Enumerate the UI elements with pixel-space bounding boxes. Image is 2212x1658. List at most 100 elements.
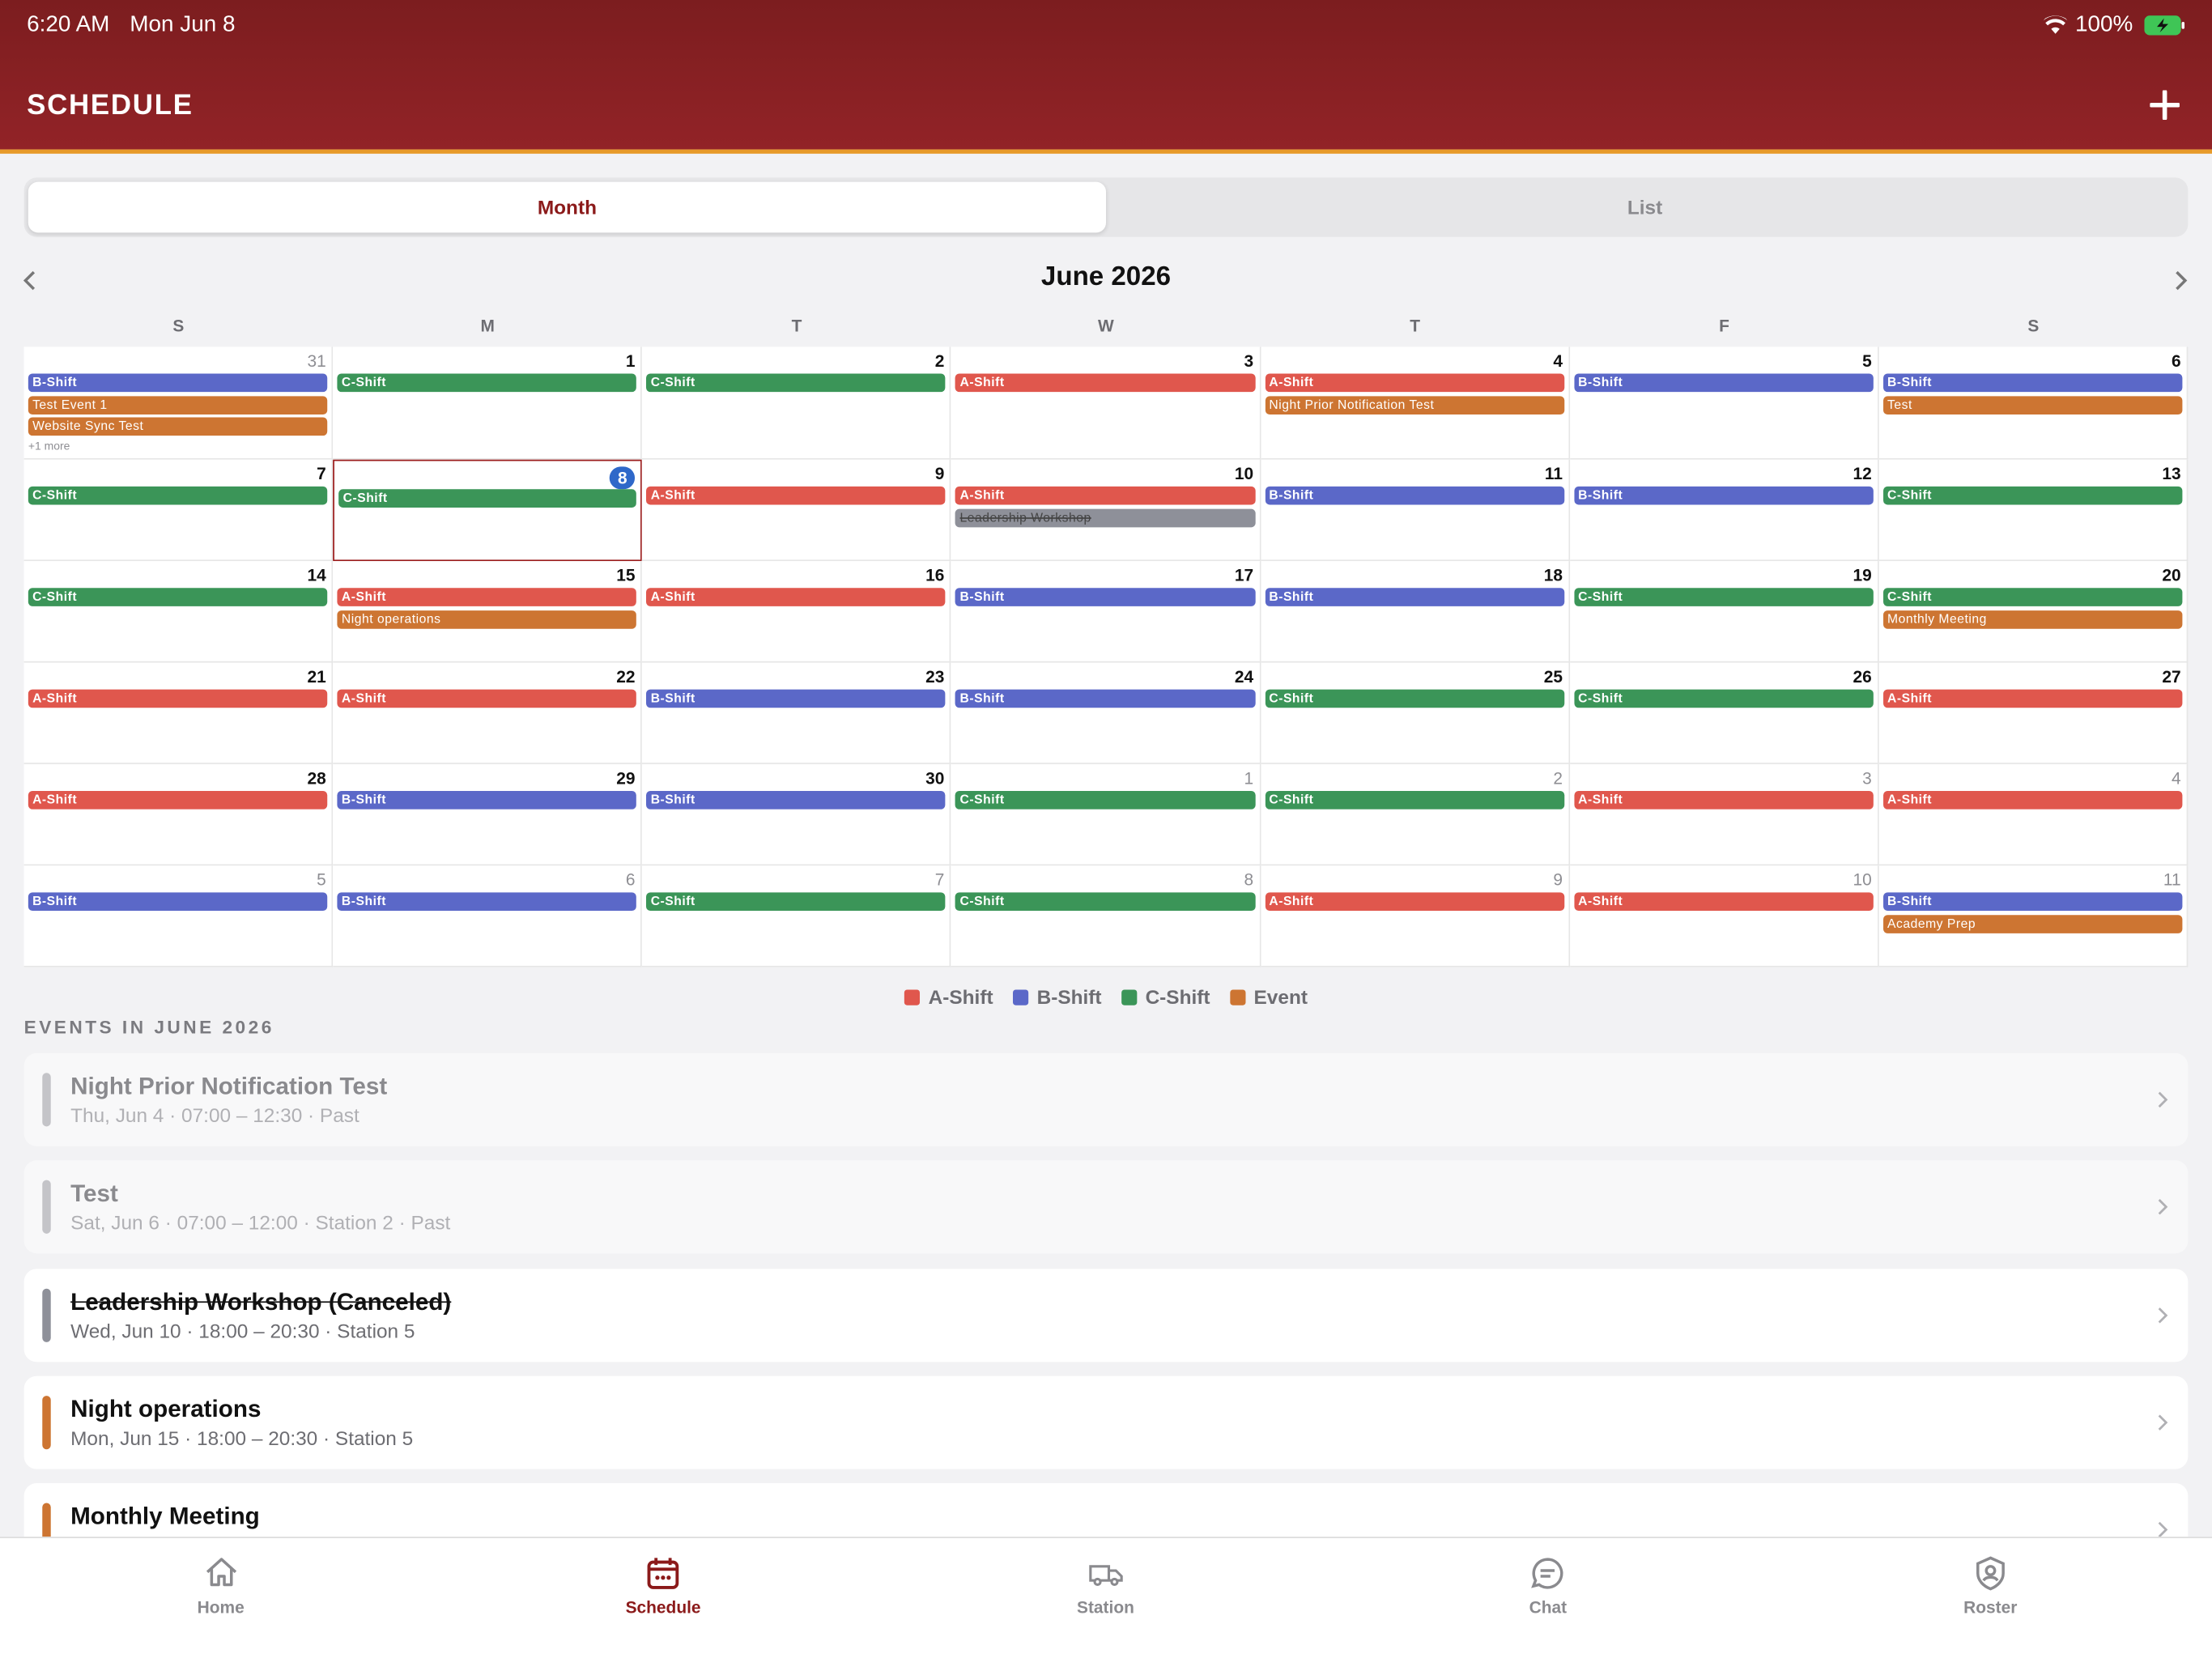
day-cell[interactable]: 16 A-Shift [642, 561, 952, 663]
calendar-event[interactable]: Night operations [337, 610, 637, 628]
day-cell[interactable]: 9 A-Shift [1260, 865, 1570, 967]
calendar-event[interactable]: B-Shift [955, 689, 1255, 708]
event-card[interactable]: Leadership Workshop (Canceled) Wed, Jun 1… [23, 1268, 2189, 1362]
day-cell[interactable]: 20 C-Shift Monthly Meeting [1878, 561, 2189, 663]
day-cell[interactable]: 9 A-Shift [642, 459, 952, 562]
calendar-event[interactable]: A-Shift [646, 588, 946, 606]
day-cell[interactable]: 24 B-Shift [951, 662, 1261, 764]
day-cell[interactable]: 19 C-Shift [1569, 561, 1879, 663]
calendar-event[interactable]: B-Shift [1265, 588, 1564, 606]
calendar-event[interactable]: B-Shift [646, 689, 946, 708]
day-cell[interactable]: 11 B-Shift Academy Prep [1878, 865, 2189, 967]
day-cell[interactable]: 30 B-Shift [642, 763, 952, 866]
calendar-event[interactable]: A-Shift [1265, 892, 1564, 912]
event-card[interactable]: Monthly Meeting [23, 1483, 2189, 1537]
calendar-event[interactable]: A-Shift [1573, 790, 1874, 810]
day-cell[interactable]: 7 C-Shift [23, 459, 334, 562]
event-card[interactable]: Test Sat, Jun 6 · 07:00 – 12:00 · Station… [23, 1160, 2189, 1254]
calendar-event[interactable]: B-Shift [1265, 486, 1564, 505]
day-cell[interactable]: 26 C-Shift [1569, 662, 1879, 764]
tab-item[interactable]: Station [885, 1538, 1326, 1658]
calendar-event[interactable]: B-Shift [1573, 373, 1874, 393]
calendar-event[interactable]: A-Shift [955, 486, 1255, 505]
day-cell[interactable]: 10 A-Shift [1569, 865, 1879, 967]
day-cell[interactable]: 15 A-Shift Night operations [333, 561, 643, 663]
calendar-event[interactable]: B-Shift [28, 892, 328, 912]
calendar-event[interactable]: Monthly Meeting [1882, 610, 2183, 628]
calendar-event[interactable]: A-Shift [337, 588, 637, 606]
calendar-event[interactable]: C-Shift [1882, 588, 2183, 606]
day-cell[interactable]: 3 A-Shift [951, 346, 1261, 460]
calendar-event[interactable]: Test Event 1 [28, 395, 328, 414]
calendar-event[interactable]: Academy Prep [1882, 914, 2183, 933]
calendar-event[interactable]: B-Shift [955, 588, 1255, 606]
calendar-event[interactable]: B-Shift [1882, 373, 2183, 393]
calendar-event[interactable]: A-Shift [28, 790, 328, 810]
calendar-event[interactable]: B-Shift [337, 892, 637, 912]
calendar-event[interactable]: Website Sync Test [28, 417, 328, 436]
day-cell[interactable]: 1 C-Shift [333, 346, 643, 460]
day-cell[interactable]: 13 C-Shift [1878, 459, 2189, 562]
calendar-event[interactable]: A-Shift [337, 689, 637, 708]
day-cell[interactable]: 22 A-Shift [333, 662, 643, 764]
event-card[interactable]: Night Prior Notification Test Thu, Jun 4 … [23, 1052, 2189, 1146]
day-cell[interactable]: 6 B-Shift [333, 865, 643, 967]
calendar-event[interactable]: A-Shift [28, 689, 328, 708]
calendar-event[interactable]: B-Shift [646, 790, 946, 810]
day-cell[interactable]: 17 B-Shift [951, 561, 1261, 663]
day-cell[interactable]: 1 C-Shift [951, 763, 1261, 866]
calendar-event[interactable]: B-Shift [1882, 892, 2183, 912]
day-cell[interactable]: 3 A-Shift [1569, 763, 1879, 866]
tab-item[interactable]: Schedule [442, 1538, 883, 1658]
day-cell[interactable]: 8 C-Shift [951, 865, 1261, 967]
day-cell[interactable]: 8 C-Shift [333, 459, 643, 562]
day-cell[interactable]: 28 A-Shift [23, 763, 334, 866]
day-cell[interactable]: 6 B-Shift Test [1878, 346, 2189, 460]
calendar-event[interactable]: A-Shift [955, 373, 1255, 393]
calendar-event[interactable]: C-Shift [955, 790, 1255, 810]
calendar-event[interactable]: Test [1882, 395, 2183, 414]
calendar-event[interactable]: Leadership Workshop [955, 508, 1255, 527]
calendar-event[interactable]: C-Shift [338, 489, 637, 508]
day-cell[interactable]: 14 C-Shift [23, 561, 334, 663]
day-cell[interactable]: 11 B-Shift [1260, 459, 1570, 562]
calendar-event[interactable]: C-Shift [1573, 689, 1874, 708]
calendar-event[interactable]: A-Shift [646, 486, 946, 505]
day-cell[interactable]: 10 A-Shift Leadership Workshop [951, 459, 1261, 562]
calendar-event[interactable]: A-Shift [1882, 790, 2183, 810]
day-cell[interactable]: 29 B-Shift [333, 763, 643, 866]
view-tab[interactable]: List [1627, 196, 1663, 219]
calendar-event[interactable]: C-Shift [1265, 689, 1564, 708]
calendar-event[interactable]: C-Shift [1882, 486, 2183, 505]
calendar-event[interactable]: C-Shift [28, 588, 328, 606]
calendar-event[interactable]: C-Shift [28, 486, 328, 505]
day-cell[interactable]: 4 A-Shift [1878, 763, 2189, 866]
calendar-event[interactable]: C-Shift [1265, 790, 1564, 810]
more-link[interactable]: +1 more [28, 439, 70, 453]
calendar-event[interactable]: C-Shift [337, 373, 637, 393]
next-month[interactable] [2172, 270, 2189, 292]
prev-month[interactable] [21, 270, 38, 292]
day-cell[interactable]: 7 C-Shift [642, 865, 952, 967]
tab-item[interactable]: Chat [1327, 1538, 1768, 1658]
day-cell[interactable]: 21 A-Shift [23, 662, 334, 764]
day-cell[interactable]: 31 B-Shift Test Event 1 Website Sync Test +1… [23, 346, 334, 460]
day-cell[interactable]: 27 A-Shift [1878, 662, 2189, 764]
calendar-event[interactable]: B-Shift [28, 373, 328, 393]
day-cell[interactable]: 23 B-Shift [642, 662, 952, 764]
calendar-event[interactable]: Night Prior Notification Test [1265, 395, 1564, 414]
day-cell[interactable]: 18 B-Shift [1260, 561, 1570, 663]
view-tab[interactable]: Month [28, 181, 1107, 233]
event-card[interactable]: Night operations Mon, Jun 15 · 18:00 – 20… [23, 1375, 2189, 1469]
day-cell[interactable]: 25 C-Shift [1260, 662, 1570, 764]
calendar-event[interactable]: C-Shift [646, 373, 946, 393]
tab-item[interactable]: Roster [1770, 1538, 2211, 1658]
calendar-event[interactable]: B-Shift [1573, 486, 1874, 505]
calendar-event[interactable]: A-Shift [1265, 373, 1564, 393]
day-cell[interactable]: 2 C-Shift [642, 346, 952, 460]
day-cell[interactable]: 4 A-Shift Night Prior Notification Test [1260, 346, 1570, 460]
tab-item[interactable]: Home [0, 1538, 441, 1658]
day-cell[interactable]: 2 C-Shift [1260, 763, 1570, 866]
calendar-event[interactable]: C-Shift [1573, 588, 1874, 606]
day-cell[interactable]: 12 B-Shift [1569, 459, 1879, 562]
